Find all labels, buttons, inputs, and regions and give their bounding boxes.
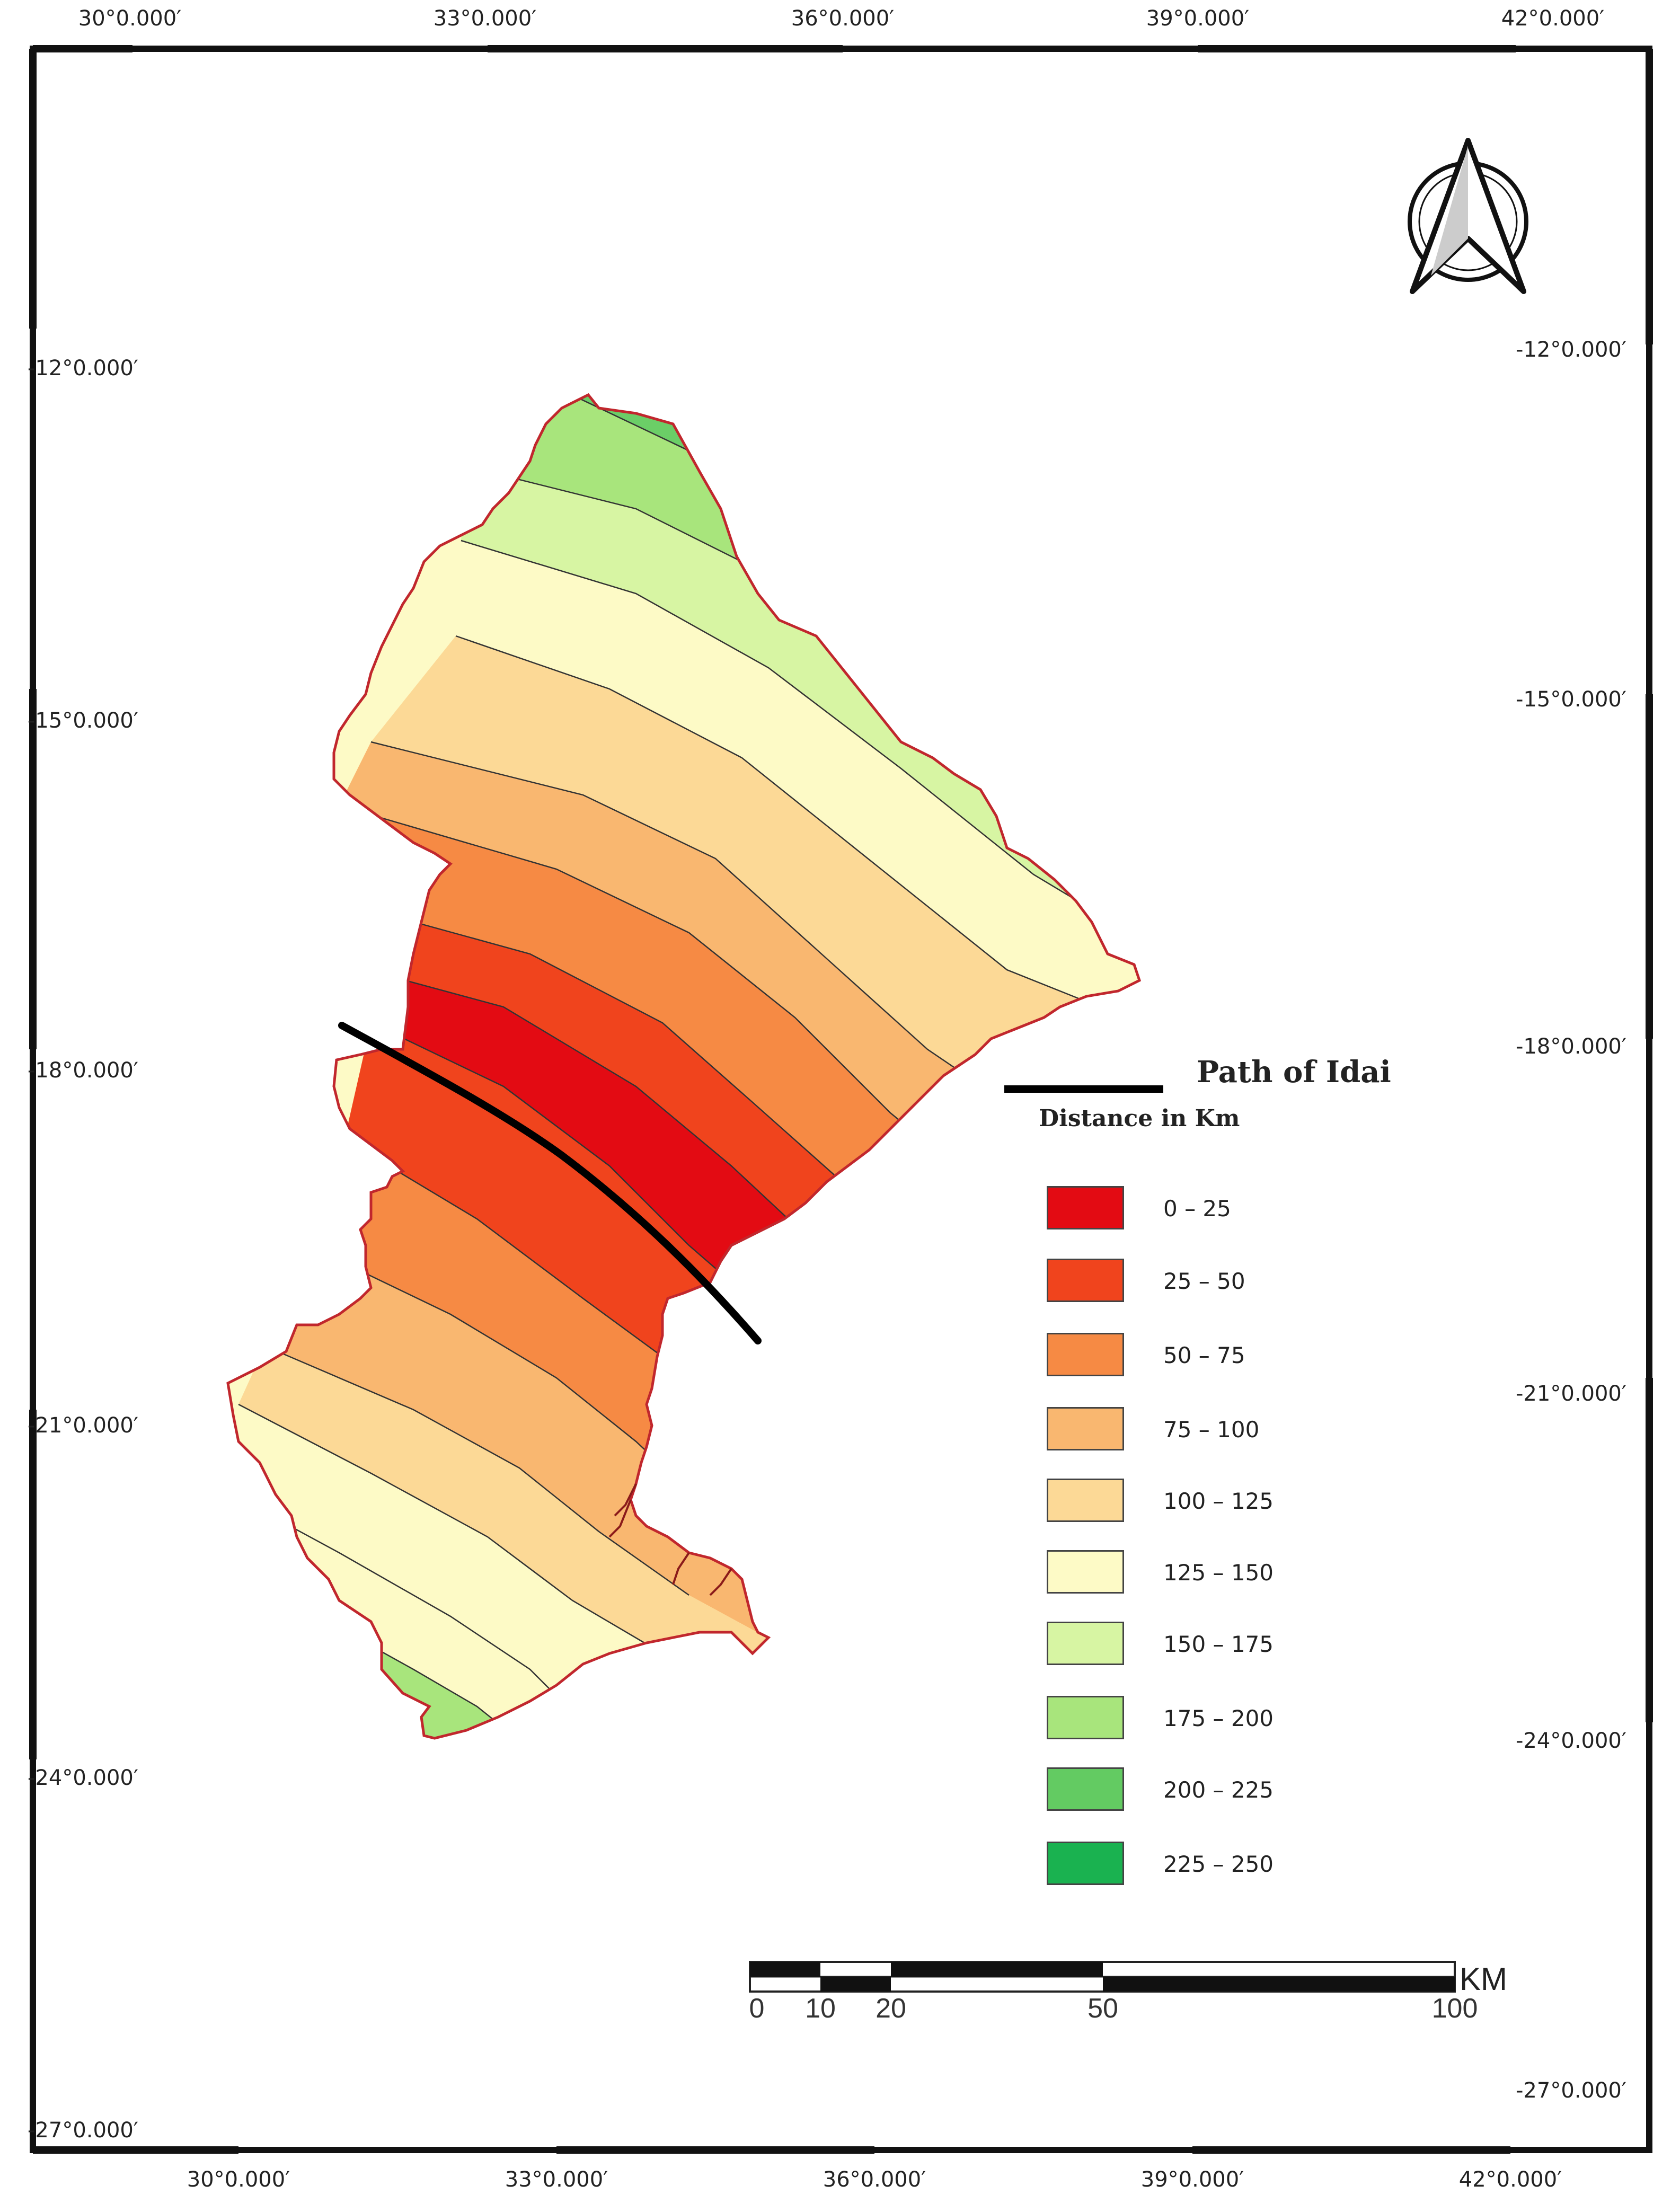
scale-tick-label: 0 <box>749 1993 765 2024</box>
coord-top-42: 42°0.000′ <box>1501 6 1605 31</box>
coord-left-12: -12°0.000′ <box>28 356 138 381</box>
legend-label: 125 – 150 <box>1163 1560 1274 1586</box>
legend-item: 125 – 150 <box>1047 1550 1365 1595</box>
coord-top-36: 36°0.000′ <box>791 6 895 31</box>
legend-label: 175 – 200 <box>1163 1705 1274 1731</box>
coord-right-18: -18°0.000′ <box>1516 1034 1626 1059</box>
coord-left-24: -24°0.000′ <box>28 1766 138 1790</box>
coord-right-12: -12°0.000′ <box>1516 338 1626 362</box>
legend-item: 75 – 100 <box>1047 1407 1365 1452</box>
coord-right-27: -27°0.000′ <box>1516 2078 1626 2103</box>
legend-swatch <box>1047 1550 1124 1594</box>
coord-left-27: -27°0.000′ <box>28 2118 138 2143</box>
path-of-idai-label: Path of Idai <box>1197 1055 1391 1090</box>
coord-top-39: 39°0.000′ <box>1146 6 1250 31</box>
north-arrow-icon <box>1408 138 1528 294</box>
region-boundary <box>226 393 1142 1740</box>
legend-label: 100 – 125 <box>1163 1488 1274 1514</box>
coord-top-30: 30°0.000′ <box>78 6 182 31</box>
coord-bottom-42: 42°0.000′ <box>1458 2167 1562 2192</box>
idai-track <box>338 1022 762 1344</box>
coord-top-33: 33°0.000′ <box>433 6 537 31</box>
legend-swatch <box>1047 1479 1124 1522</box>
legend-item: 0 – 25 <box>1047 1186 1365 1231</box>
coord-left-18: -18°0.000′ <box>28 1058 138 1083</box>
legend-swatch <box>1047 1259 1124 1302</box>
legend-label: 200 – 225 <box>1163 1777 1274 1803</box>
coord-right-21: -21°0.000′ <box>1516 1382 1626 1406</box>
coord-bottom-36: 36°0.000′ <box>823 2167 926 2192</box>
legend-swatch <box>1047 1333 1124 1376</box>
legend-item: 100 – 125 <box>1047 1479 1365 1523</box>
legend-swatch <box>1047 1186 1124 1229</box>
coord-left-21: -21°0.000′ <box>28 1413 138 1438</box>
legend-swatch <box>1047 1842 1124 1885</box>
coord-right-15: -15°0.000′ <box>1516 687 1626 712</box>
coord-bottom-39: 39°0.000′ <box>1140 2167 1244 2192</box>
legend-swatch <box>1047 1622 1124 1665</box>
legend-swatch <box>1047 1767 1124 1811</box>
coord-left-15: -15°0.000′ <box>28 709 138 733</box>
scale-tick-label: 20 <box>876 1993 906 2024</box>
coord-right-24: -24°0.000′ <box>1516 1729 1626 1753</box>
legend-item: 50 – 75 <box>1047 1333 1365 1377</box>
legend-swatch <box>1047 1407 1124 1450</box>
legend-label: 75 – 100 <box>1163 1417 1260 1443</box>
legend-label: 50 – 75 <box>1163 1342 1245 1368</box>
coord-bottom-30: 30°0.000′ <box>187 2167 290 2192</box>
legend-item: 225 – 250 <box>1047 1842 1365 1886</box>
legend-label: 225 – 250 <box>1163 1851 1274 1877</box>
coord-bottom-33: 33°0.000′ <box>505 2167 608 2192</box>
legend-label: 25 – 50 <box>1163 1268 1245 1294</box>
scale-unit-label: KM <box>1460 1961 1507 1997</box>
scale-tick-label: 10 <box>805 1993 836 2024</box>
legend-swatch <box>1047 1696 1124 1739</box>
scale-tick-label: 100 <box>1431 1993 1478 2024</box>
legend-item: 150 – 175 <box>1047 1622 1365 1666</box>
legend-item: 175 – 200 <box>1047 1696 1365 1740</box>
legend-label: 0 – 25 <box>1163 1196 1231 1222</box>
legend-title: Distance in Km <box>1039 1105 1240 1132</box>
scale-tick-label: 50 <box>1087 1993 1118 2024</box>
legend-item: 200 – 225 <box>1047 1767 1365 1812</box>
legend-label: 150 – 175 <box>1163 1631 1274 1657</box>
legend-item: 25 – 50 <box>1047 1259 1365 1303</box>
